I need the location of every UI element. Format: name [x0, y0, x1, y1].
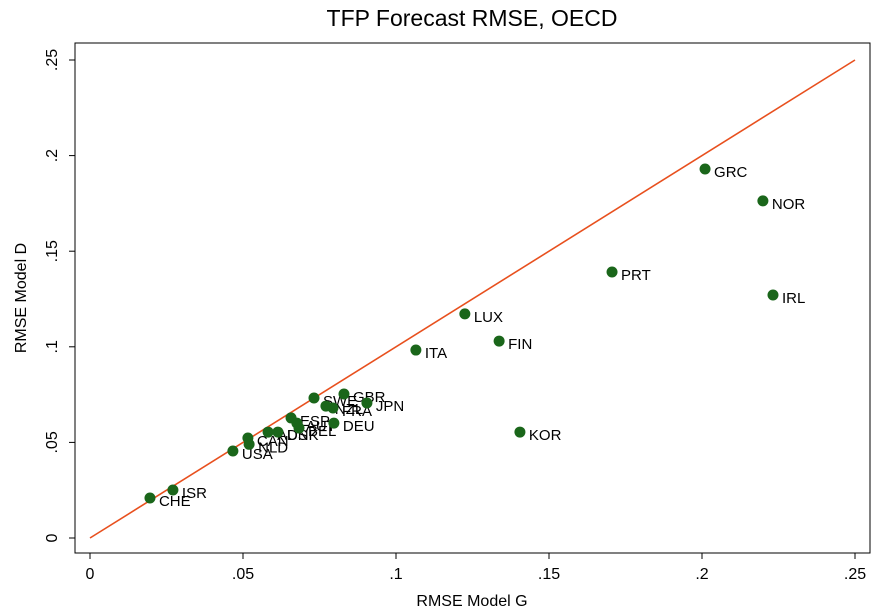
point — [493, 335, 505, 347]
point — [308, 392, 320, 404]
point — [410, 344, 422, 356]
point — [293, 422, 305, 434]
point-label: NOR — [772, 196, 806, 213]
point-label: GRC — [714, 164, 748, 181]
x-tick-label: .1 — [389, 566, 402, 583]
y-axis-title: RMSE Model D — [13, 243, 30, 353]
point — [327, 402, 339, 414]
point-label: CHE — [159, 493, 191, 510]
y-tick-label: 0 — [44, 533, 61, 542]
x-tick-label: .15 — [538, 566, 560, 583]
point-label: IRL — [782, 290, 805, 307]
reference-line — [89, 59, 856, 539]
point-label: CAN — [257, 433, 289, 450]
point-label: FIN — [508, 336, 532, 353]
point — [144, 492, 156, 504]
point-label: ITA — [425, 345, 447, 362]
point — [606, 266, 618, 278]
point — [262, 426, 274, 438]
x-tick-label: .25 — [844, 566, 866, 583]
point — [242, 432, 254, 444]
point-label: JPN — [376, 398, 404, 415]
point — [361, 397, 373, 409]
point — [459, 308, 471, 320]
point — [757, 195, 769, 207]
point — [227, 445, 239, 457]
x-tick-label: .05 — [232, 566, 254, 583]
chart-title: TFP Forecast RMSE, OECD — [327, 5, 618, 31]
point — [514, 426, 526, 438]
point-label: NLD — [258, 439, 288, 456]
y-tick-label: .05 — [44, 431, 61, 453]
point — [328, 417, 340, 429]
point-label: KOR — [529, 427, 562, 444]
x-axis-title: RMSE Model G — [416, 593, 527, 610]
point-label: LUX — [474, 309, 503, 326]
point-label: USA — [242, 446, 273, 463]
y-tick-label: .15 — [44, 240, 61, 262]
plot-frame — [74, 42, 871, 554]
y-tick-label: .2 — [44, 149, 61, 162]
point — [699, 163, 711, 175]
point-label: NZL — [335, 401, 363, 418]
point-label: GBR — [353, 389, 386, 406]
point-label: ISR — [182, 485, 207, 502]
y-tick-label: .25 — [44, 49, 61, 71]
point — [272, 426, 284, 438]
y-tick-label: .1 — [44, 340, 61, 353]
point-label: ESP — [300, 413, 330, 430]
point-label: BEL — [308, 423, 336, 440]
point-label: AUT — [306, 418, 336, 435]
point — [767, 289, 779, 301]
x-tick-label: .2 — [695, 566, 708, 583]
x-tick-label: 0 — [86, 566, 95, 583]
point-label: DEU — [343, 418, 375, 435]
point — [338, 388, 350, 400]
point — [167, 484, 179, 496]
point-label: PRT — [621, 267, 651, 284]
